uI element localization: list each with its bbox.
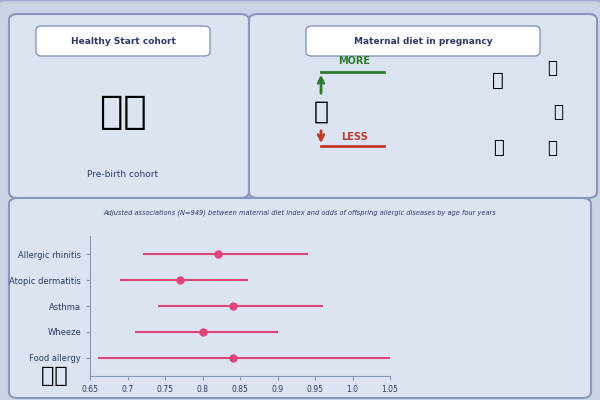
FancyBboxPatch shape bbox=[36, 26, 210, 56]
Text: 🫙: 🫙 bbox=[553, 103, 563, 121]
FancyBboxPatch shape bbox=[9, 14, 249, 198]
Text: Healthy Start cohort: Healthy Start cohort bbox=[71, 37, 175, 46]
Text: 🍟: 🍟 bbox=[493, 139, 503, 157]
Text: 👩‍👦: 👩‍👦 bbox=[100, 93, 146, 131]
Text: LESS: LESS bbox=[341, 132, 367, 142]
Text: 🍽️: 🍽️ bbox=[314, 100, 329, 124]
Text: Adjusted associations (N=949) between maternal diet index and odds of offspring : Adjusted associations (N=949) between ma… bbox=[104, 209, 496, 216]
FancyBboxPatch shape bbox=[306, 26, 540, 56]
Text: 🌿: 🌿 bbox=[547, 59, 557, 77]
FancyBboxPatch shape bbox=[249, 14, 597, 198]
Text: Pre-birth cohort: Pre-birth cohort bbox=[88, 170, 158, 178]
Text: Maternal diet in pregnancy: Maternal diet in pregnancy bbox=[353, 37, 493, 46]
Text: MORE: MORE bbox=[338, 56, 370, 66]
Text: 🧑‍🍼: 🧑‍🍼 bbox=[41, 366, 67, 386]
FancyBboxPatch shape bbox=[9, 198, 591, 398]
Text: 🥣: 🥣 bbox=[547, 139, 557, 157]
Text: 🥦: 🥦 bbox=[492, 70, 504, 90]
